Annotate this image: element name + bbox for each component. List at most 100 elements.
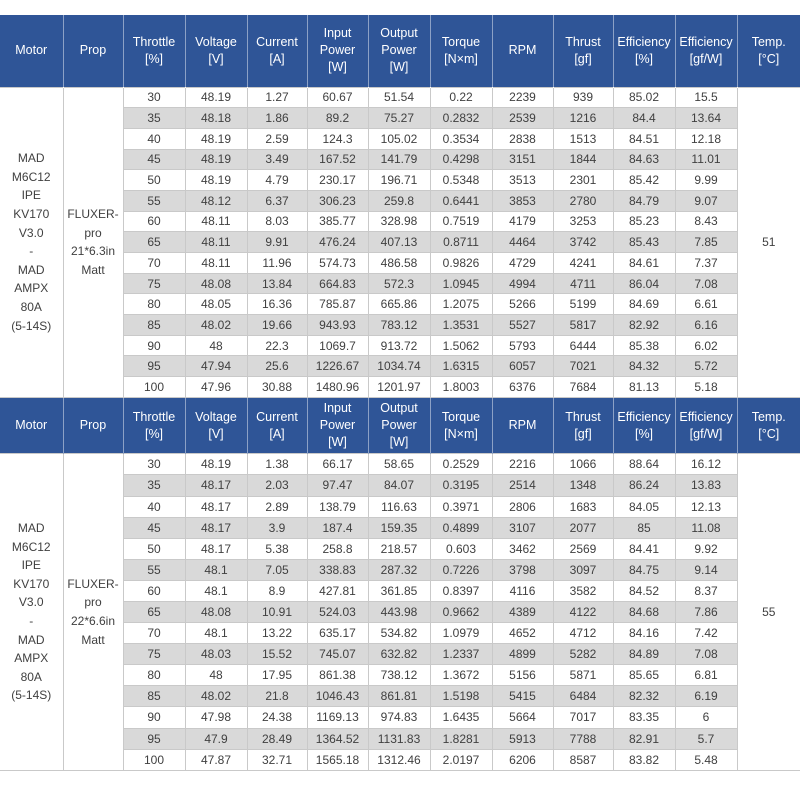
cell-torque: 0.7519 [429, 210, 493, 233]
cell-throttle: 75 [123, 272, 186, 295]
cell-efficiency-pct: 82.92 [612, 314, 676, 336]
cell-rpm: 6057 [491, 355, 554, 378]
cell-throttle: 55 [123, 189, 186, 212]
cell-voltage: 48.11 [184, 210, 248, 233]
cell-output-power: 75.27 [367, 107, 431, 129]
cell-thrust: 3253 [552, 210, 614, 233]
cell-output-power: 486.58 [367, 252, 431, 274]
cell-voltage: 48.19 [184, 86, 248, 109]
cell-thrust: 2569 [552, 537, 614, 560]
column-header-output-power: Output Power [W] [367, 15, 431, 87]
cell-voltage: 48.05 [184, 293, 248, 316]
cell-voltage: 47.98 [184, 706, 248, 729]
table-header: Motor Prop Throttle [%] Voltage [V] Curr… [0, 397, 800, 454]
table-body-1: MAD M6C12 IPE KV170 V3.0 - MAD AMPX 80A … [0, 86, 800, 398]
cell-efficiency-gfw: 16.12 [674, 453, 738, 476]
cell-torque: 0.7226 [429, 558, 493, 581]
cell-efficiency-pct: 86.24 [612, 474, 676, 497]
cell-throttle: 30 [122, 86, 186, 109]
cell-efficiency-pct: 82.32 [612, 685, 676, 708]
cell-thrust: 2301 [552, 169, 614, 191]
cell-rpm: 5664 [491, 706, 554, 729]
cell-torque: 0.603 [429, 537, 493, 560]
cell-throttle: 100 [123, 376, 186, 398]
cell-efficiency-gfw: 7.86 [674, 600, 737, 624]
cell-torque: 0.9662 [429, 600, 493, 624]
cell-input-power: 1480.96 [306, 376, 369, 398]
cell-input-power: 861.38 [306, 664, 369, 687]
column-header-motor: Motor [0, 15, 64, 87]
cell-torque: 0.9826 [429, 252, 493, 274]
cell-voltage: 48 [184, 664, 248, 687]
cell-torque: 1.5062 [429, 334, 493, 357]
cell-input-power: 574.73 [306, 252, 369, 274]
cell-rpm: 6376 [491, 376, 554, 398]
cell-current: 1.27 [246, 86, 308, 109]
table-row: 35 48.18 1.86 89.2 75.27 0.2832 2539 1216 84.4 13… [0, 107, 800, 129]
cell-throttle: 90 [123, 706, 186, 729]
cell-thrust: 2077 [552, 516, 614, 539]
cell-rpm: 5415 [491, 685, 554, 708]
cell-torque: 0.8397 [429, 579, 493, 602]
cell-output-power: 141.79 [367, 148, 431, 171]
cell-output-power: 738.12 [367, 664, 431, 687]
cell-rpm: 4994 [491, 272, 554, 295]
cell-torque: 1.0945 [429, 272, 493, 295]
cell-voltage: 47.96 [184, 376, 248, 398]
cell-throttle: 85 [123, 685, 186, 708]
cell-input-power: 385.77 [306, 210, 369, 233]
cell-voltage: 48.19 [184, 169, 248, 191]
cell-voltage: 48.1 [184, 622, 248, 645]
cell-current: 1.38 [246, 453, 308, 476]
table-body-2: MAD M6C12 IPE KV170 V3.0 - MAD AMPX 80A … [0, 453, 800, 771]
cell-input-power: 635.17 [306, 622, 369, 645]
cell-output-power: 287.32 [367, 558, 431, 581]
column-header-efficiency-gfw: Efficiency [gf/W] [674, 15, 738, 87]
cell-voltage: 48.19 [184, 453, 248, 476]
cell-output-power: 665.86 [367, 293, 431, 316]
cell-input-power: 1364.52 [306, 727, 369, 750]
cell-efficiency-pct: 84.05 [612, 495, 676, 518]
cell-thrust: 5871 [552, 664, 614, 687]
cell-throttle: 65 [123, 600, 186, 624]
cell-efficiency-gfw: 8.37 [674, 579, 737, 602]
cell-current: 32.71 [246, 748, 308, 771]
table-row: 65 48.08 10.91 524.03 443.98 0.9662 4389 4122 84… [0, 600, 800, 624]
cell-input-power: 138.79 [306, 495, 369, 518]
cell-current: 19.66 [246, 314, 308, 336]
cell-thrust: 8587 [552, 748, 614, 771]
cell-throttle: 70 [123, 252, 186, 274]
prop-cell: FLUXER- pro 21*6.3in Matt [62, 86, 124, 398]
cell-current: 3.49 [246, 148, 308, 171]
cell-efficiency-pct: 84.75 [612, 558, 676, 581]
cell-rpm: 5527 [491, 314, 554, 336]
cell-rpm: 5913 [491, 727, 554, 750]
cell-efficiency-gfw: 11.01 [674, 148, 737, 171]
cell-thrust: 4712 [552, 622, 614, 645]
performance-table-1: Motor Prop Throttle [%] Voltage [V] Curr… [0, 15, 800, 398]
cell-rpm: 3513 [491, 169, 554, 191]
cell-torque: 1.0979 [429, 622, 493, 645]
motor-cell: MAD M6C12 IPE KV170 V3.0 - MAD AMPX 80A … [0, 453, 64, 771]
cell-current: 1.86 [246, 107, 308, 129]
cell-efficiency-gfw: 13.83 [674, 474, 737, 497]
cell-thrust: 1844 [552, 148, 614, 171]
cell-rpm: 5156 [491, 664, 554, 687]
cell-output-power: 1131.83 [367, 727, 431, 750]
cell-thrust: 5282 [552, 643, 614, 666]
cell-throttle: 50 [123, 169, 186, 191]
cell-thrust: 7017 [552, 706, 614, 729]
cell-rpm: 3107 [491, 516, 554, 539]
cell-voltage: 48.02 [184, 314, 248, 336]
cell-efficiency-gfw: 6.19 [674, 685, 737, 708]
cell-output-power: 861.81 [367, 685, 431, 708]
cell-voltage: 48.11 [184, 252, 248, 274]
cell-throttle: 100 [123, 748, 186, 771]
cell-input-power: 1069.7 [306, 334, 369, 357]
cell-output-power: 196.71 [367, 169, 431, 191]
cell-current: 4.79 [246, 169, 308, 191]
cell-output-power: 534.82 [367, 622, 431, 645]
cell-throttle: 30 [122, 453, 186, 476]
cell-thrust: 7684 [552, 376, 614, 398]
cell-throttle: 70 [123, 622, 186, 645]
